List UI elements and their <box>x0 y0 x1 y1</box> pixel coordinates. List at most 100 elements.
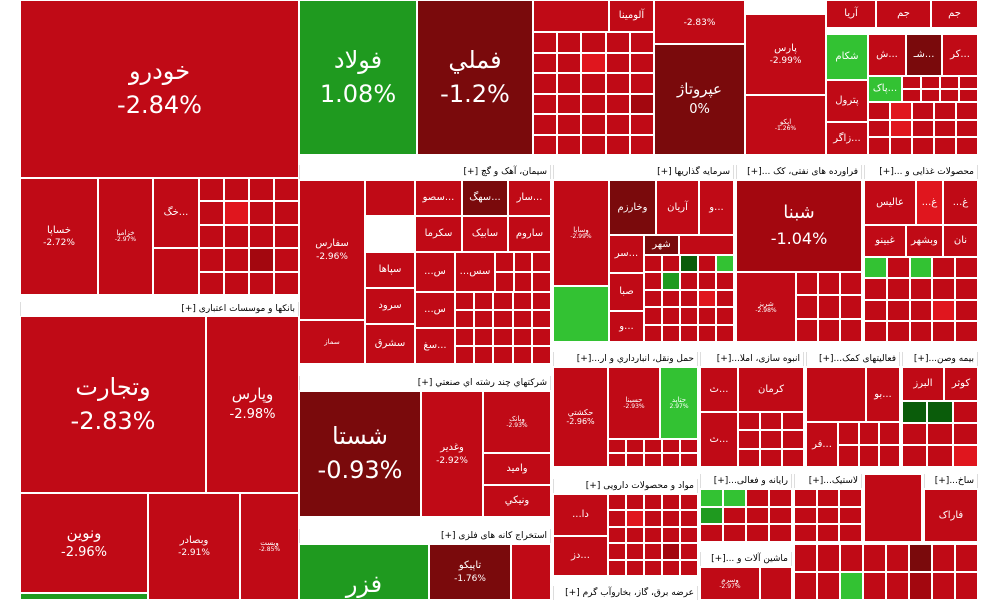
tile-vghadir[interactable]: وغدیر -2.92% <box>421 391 483 517</box>
tile-zagros[interactable]: زاگر... <box>826 122 868 155</box>
sector-header-food[interactable]: محصولات غذایی و ...[+] <box>864 165 978 179</box>
tile-alumina[interactable]: آلومینا <box>609 0 654 32</box>
tile-gh[interactable]: ...غ <box>916 180 943 225</box>
tile-machines-small[interactable] <box>760 567 792 600</box>
tile-vakharzam[interactable]: وخارزم <box>609 180 656 235</box>
tile-aux-small[interactable] <box>806 367 866 422</box>
tile-sroud[interactable]: سرود <box>365 288 415 324</box>
sector-header-machines[interactable]: ماشین آلات و ...[+] <box>700 552 792 566</box>
tile-arian[interactable]: آریان <box>656 180 699 235</box>
tile-vpost[interactable]: ویست -2.85% <box>240 493 299 600</box>
tile-sepaha[interactable]: سپاها <box>365 252 415 288</box>
tile-sasg[interactable]: ...س <box>415 292 455 328</box>
tile-saroom[interactable]: ساروم <box>508 216 551 252</box>
tile-sahak[interactable]: سهگ... <box>462 180 508 216</box>
tile-kar[interactable]: کر... <box>942 34 978 76</box>
tile-vamid[interactable]: وامید <box>483 453 551 485</box>
tile-shasta[interactable]: شستا -0.93% <box>299 391 421 517</box>
sector-header-housing[interactable]: انبوه سازی، املا...[+] <box>700 352 804 366</box>
tile-vbshahr[interactable]: وبشهر <box>906 225 943 257</box>
tile-sar[interactable]: سار... <box>508 180 551 216</box>
tile-vbank[interactable]: وبانک -2.93% <box>483 391 551 453</box>
sector-header-cement[interactable]: سیمان، آهک و گچ [+] <box>299 165 551 179</box>
tile-ebrotaz[interactable]: عپروتاژ 0% <box>654 44 745 155</box>
tile-apco[interactable]: اپکو -1.26% <box>745 95 826 155</box>
tile-mashin[interactable] <box>864 474 922 542</box>
tile-samaz[interactable]: سماز <box>299 320 365 364</box>
tile-pak[interactable]: پاک... <box>868 76 902 102</box>
sector-header-plastic[interactable]: لاستیک...[+] <box>794 474 862 488</box>
tile-mining-small[interactable] <box>511 544 551 600</box>
sector-header-insurance[interactable]: بیمه وصن...[+] <box>902 352 978 366</box>
tile-vniki[interactable]: ونیکي <box>483 485 551 517</box>
tile-shh[interactable]: شـ... <box>906 34 942 76</box>
tile-sesoo[interactable]: سصو... <box>415 180 462 216</box>
tile-saba[interactable]: صبا <box>609 273 644 311</box>
tile-ssms[interactable]: ...سس <box>455 252 495 292</box>
tile-sabik[interactable]: سابیک <box>462 216 508 252</box>
tile-cement-small[interactable] <box>365 180 415 216</box>
tile-bo[interactable]: بو... <box>866 367 900 422</box>
tile-shahr[interactable]: شهر <box>644 235 679 255</box>
tile-nan[interactable]: نان <box>943 225 978 257</box>
tile-th[interactable]: ث... <box>700 367 738 412</box>
tile-sasg2[interactable]: سغ... <box>415 328 455 364</box>
tile-vasapa[interactable]: وساپا -2.99% <box>553 180 609 286</box>
tile-fameli[interactable]: فملي -1.2% <box>417 0 533 155</box>
tile-gh2[interactable]: ...غ <box>943 180 978 225</box>
sector-header-aux[interactable]: فعالیتهای کمک...[+] <box>806 352 900 366</box>
sector-header-pharma[interactable]: مواد و محصولات دارویی [+] <box>553 479 698 493</box>
tile-khzamia[interactable]: خزامیا -2.97% <box>98 178 153 295</box>
tile-alborz[interactable]: البرز <box>902 367 944 401</box>
sector-header-investment[interactable]: سرمایه گذاریها [+] <box>553 165 734 179</box>
tile-seferas[interactable]: سفارس -2.96% <box>299 180 365 320</box>
tile-jm[interactable]: جم <box>931 0 978 28</box>
tile-sekrma[interactable]: سکرما <box>415 216 462 252</box>
tile-shebna[interactable]: شبنا -1.04% <box>736 180 862 272</box>
tile-kerman[interactable]: کرمان <box>738 367 804 412</box>
tile-sh[interactable]: ش... <box>868 34 906 76</box>
tile-vpars[interactable]: وپارس -2.98% <box>206 316 299 493</box>
tile-khag[interactable]: خگ... <box>153 178 199 248</box>
sector-header-computer[interactable]: رایانه و فعالی...[+] <box>700 474 792 488</box>
tile-vo[interactable]: و... <box>699 180 734 235</box>
tile-hkashti[interactable]: حکشتي -2.96% <box>553 367 608 467</box>
tile-shekam[interactable]: شکام <box>826 34 868 80</box>
tile-top-pct[interactable]: -2.83% <box>654 0 745 44</box>
tile-vvv[interactable]: و... <box>609 311 644 342</box>
sector-header-transport[interactable]: حمل ونقل، انبارداري و ار...[+] <box>553 352 698 366</box>
tile-green-bank[interactable] <box>20 593 148 600</box>
tile-fr[interactable]: فر... <box>806 422 838 467</box>
tile-inv-green[interactable] <box>553 286 609 342</box>
tile-khsapa[interactable]: خساپا -2.72% <box>20 178 98 295</box>
tile-farak[interactable]: فاراک <box>924 489 978 542</box>
tile-aria[interactable]: آریا <box>826 0 876 28</box>
tile-foolad[interactable]: فولاد 1.08% <box>299 0 417 155</box>
tile-sesharg[interactable]: سشرق <box>365 324 415 364</box>
sector-header-multi[interactable]: شرکتهاي چند رشته اي صنعتي [+] <box>299 376 551 390</box>
sector-header-build[interactable]: ساخ...[+] <box>924 474 978 488</box>
tile-ghbino[interactable]: غبینو <box>864 225 906 257</box>
tile-sr[interactable]: سر... <box>609 235 644 273</box>
tile-vtejarat[interactable]: وتجارت -2.83% <box>20 316 206 493</box>
tile-vnovin[interactable]: ونوین -2.96% <box>20 493 148 593</box>
tile-dz[interactable]: دز... <box>553 536 608 576</box>
tile-th2[interactable]: ث... <box>700 412 738 467</box>
tile-small[interactable] <box>153 248 199 295</box>
tile-shariz[interactable]: شریز -2.98% <box>736 272 796 342</box>
tile-tapiko[interactable]: تاپیکو -1.76% <box>429 544 511 600</box>
tile-hsina[interactable]: حسینا -2.93% <box>608 367 660 439</box>
tile-alis[interactable]: عالیس <box>864 180 916 225</box>
sector-header-utility[interactable]: عرضه برق، گاز، بخاروآب گرم [+] <box>553 586 698 600</box>
tile-vsarm[interactable]: وسرم -2.97% <box>700 567 760 600</box>
tile-pars[interactable]: پارس -2.99% <box>745 14 826 95</box>
sector-header-banks[interactable]: بانکها و موسسات اعتباری [+] <box>20 302 299 316</box>
tile-hpars[interactable]: حتاید 2.97% <box>660 367 698 439</box>
tile-small-top[interactable] <box>533 0 609 32</box>
tile-jam[interactable]: جم <box>876 0 931 28</box>
sector-header-mining[interactable]: استخراج کانه های فلزی [+] <box>299 529 551 543</box>
tile-vbsader[interactable]: وبصادر -2.91% <box>148 493 240 600</box>
tile-kosar[interactable]: کوثر <box>944 367 978 401</box>
sector-header-petroleum[interactable]: فراورده های نفتی، کک ...[+] <box>736 165 862 179</box>
tile-inv-small[interactable] <box>679 235 734 255</box>
